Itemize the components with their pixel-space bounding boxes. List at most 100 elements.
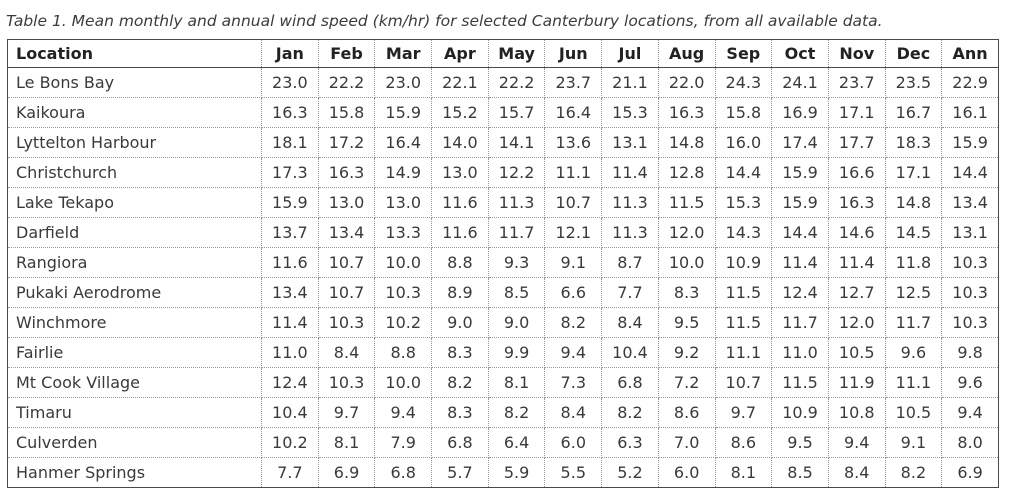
wind-speed-cell: 15.3 (715, 187, 773, 218)
wind-speed-cell: 14.3 (715, 217, 773, 248)
wind-speed-cell: 9.6 (941, 367, 999, 398)
wind-speed-cell: 8.1 (715, 457, 773, 488)
column-header-feb: Feb (318, 39, 376, 68)
wind-speed-cell: 23.0 (261, 67, 319, 98)
location-cell: Winchmore (7, 307, 262, 338)
wind-speed-cell: 11.8 (885, 247, 943, 278)
location-cell: Pukaki Aerodrome (7, 277, 262, 308)
wind-speed-cell: 9.7 (318, 397, 376, 428)
wind-speed-cell: 7.7 (261, 457, 319, 488)
column-header-nov: Nov (828, 39, 886, 68)
table-row: Hanmer Springs 7.7 6.9 6.8 5.7 5.9 5.5 5.2 6.0 8.… (7, 457, 999, 488)
wind-speed-cell: 16.9 (771, 97, 829, 128)
wind-speed-cell: 8.0 (941, 427, 999, 458)
wind-speed-cell: 11.1 (544, 157, 603, 188)
wind-speed-cell: 22.0 (658, 67, 716, 98)
wind-speed-cell: 6.6 (544, 277, 603, 308)
wind-speed-cell: 15.9 (771, 157, 829, 188)
wind-speed-cell: 16.3 (658, 97, 716, 128)
wind-speed-cell: 10.2 (374, 307, 433, 338)
wind-speed-cell: 23.7 (544, 67, 603, 98)
wind-speed-cell: 18.1 (261, 127, 319, 158)
wind-speed-cell: 13.3 (374, 217, 433, 248)
location-cell: Culverden (7, 427, 262, 458)
wind-speed-cell: 9.4 (828, 427, 886, 458)
wind-speed-cell: 16.6 (828, 157, 886, 188)
wind-speed-cell: 11.3 (601, 187, 659, 218)
wind-speed-cell: 12.2 (488, 157, 546, 188)
wind-speed-cell: 10.0 (374, 367, 433, 398)
wind-speed-cell: 8.6 (658, 397, 716, 428)
wind-speed-cell: 10.4 (261, 397, 319, 428)
column-header-jun: Jun (544, 39, 603, 68)
wind-speed-cell: 10.3 (318, 367, 376, 398)
wind-speed-cell: 8.4 (601, 307, 659, 338)
wind-speed-cell: 17.2 (318, 127, 376, 158)
wind-speed-cell: 11.6 (431, 217, 489, 248)
column-header-ann: Ann (941, 39, 999, 68)
wind-speed-cell: 10.4 (601, 337, 659, 368)
wind-speed-cell: 15.8 (318, 97, 376, 128)
wind-speed-cell: 14.8 (885, 187, 943, 218)
wind-speed-cell: 6.9 (318, 457, 376, 488)
column-header-location: Location (7, 39, 262, 68)
location-cell: Rangiora (7, 247, 262, 278)
wind-speed-cell: 11.1 (715, 337, 773, 368)
wind-speed-cell: 16.3 (828, 187, 886, 218)
wind-speed-cell: 12.8 (658, 157, 716, 188)
wind-speed-cell: 8.2 (601, 397, 659, 428)
wind-speed-cell: 24.3 (715, 67, 773, 98)
wind-speed-cell: 5.9 (488, 457, 546, 488)
wind-speed-cell: 16.4 (374, 127, 433, 158)
wind-speed-cell: 8.2 (885, 457, 943, 488)
wind-speed-cell: 9.5 (771, 427, 829, 458)
table-body: Le Bons Bay 23.0 22.2 23.0 22.1 22.2 23.7 21.1 2… (7, 67, 999, 488)
wind-speed-cell: 11.4 (261, 307, 319, 338)
table-row: Le Bons Bay 23.0 22.2 23.0 22.1 22.2 23.7 21.1 2… (7, 67, 999, 98)
column-header-mar: Mar (374, 39, 433, 68)
table-row: Kaikoura 16.3 15.8 15.9 15.2 15.7 16.4 15.3 16.3… (7, 97, 999, 128)
wind-speed-cell: 8.8 (374, 337, 433, 368)
wind-speed-cell: 5.5 (544, 457, 603, 488)
wind-speed-cell: 11.5 (715, 307, 773, 338)
wind-speed-cell: 10.9 (715, 247, 773, 278)
wind-speed-cell: 11.4 (771, 247, 829, 278)
wind-speed-cell: 9.4 (941, 397, 999, 428)
column-header-aug: Aug (658, 39, 716, 68)
wind-speed-cell: 10.5 (828, 337, 886, 368)
wind-speed-cell: 8.4 (318, 337, 376, 368)
wind-speed-cell: 16.4 (544, 97, 603, 128)
wind-speed-cell: 16.1 (941, 97, 999, 128)
wind-speed-cell: 15.9 (374, 97, 433, 128)
wind-speed-cell: 8.8 (431, 247, 489, 278)
wind-speed-cell: 14.9 (374, 157, 433, 188)
wind-speed-cell: 13.4 (318, 217, 376, 248)
wind-speed-cell: 11.4 (828, 247, 886, 278)
table-row: Lyttelton Harbour 18.1 17.2 16.4 14.0 14.1 13.… (7, 127, 999, 158)
wind-speed-cell: 6.0 (658, 457, 716, 488)
wind-speed-cell: 14.4 (941, 157, 999, 188)
wind-speed-cell: 12.5 (885, 277, 943, 308)
wind-speed-cell: 10.7 (544, 187, 603, 218)
wind-speed-cell: 6.8 (431, 427, 489, 458)
wind-speed-cell: 9.5 (658, 307, 716, 338)
table-row: Winchmore 11.4 10.3 10.2 9.0 9.0 8.2 8.4 9.5 11.5… (7, 307, 999, 338)
wind-speed-cell: 8.3 (431, 337, 489, 368)
wind-speed-cell: 11.9 (828, 367, 886, 398)
wind-speed-cell: 9.2 (658, 337, 716, 368)
location-cell: Fairlie (7, 337, 262, 368)
location-cell: Hanmer Springs (7, 457, 262, 488)
wind-speed-cell: 23.5 (885, 67, 943, 98)
wind-speed-cell: 11.7 (885, 307, 943, 338)
wind-speed-cell: 8.2 (488, 397, 546, 428)
wind-speed-cell: 17.7 (828, 127, 886, 158)
wind-speed-cell: 13.0 (374, 187, 433, 218)
wind-speed-cell: 10.7 (318, 247, 376, 278)
wind-speed-cell: 9.4 (374, 397, 433, 428)
wind-speed-cell: 9.0 (488, 307, 546, 338)
wind-speed-cell: 10.3 (318, 307, 376, 338)
wind-speed-cell: 5.2 (601, 457, 659, 488)
wind-speed-cell: 8.3 (658, 277, 716, 308)
wind-speed-cell: 9.4 (544, 337, 603, 368)
column-header-dec: Dec (885, 39, 943, 68)
